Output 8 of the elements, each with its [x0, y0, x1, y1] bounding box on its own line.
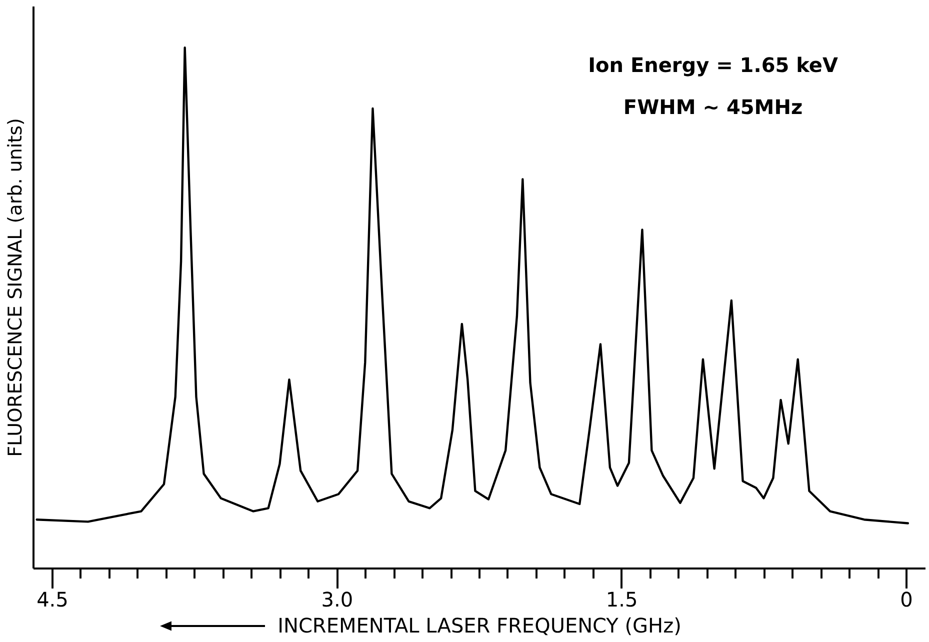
- x-tick-label: 4.5: [36, 588, 68, 612]
- x-tick-label: 1.5: [606, 588, 638, 612]
- x-tick-label: 3.0: [321, 588, 354, 612]
- y-axis-title: FLUORESCENCE SIGNAL (arb. units): [4, 118, 26, 457]
- annotation: Ion Energy = 1.65 keV: [588, 53, 838, 77]
- x-axis-title: INCREMENTAL LASER FREQUENCY (GHz): [278, 614, 682, 638]
- x-tick-label: 0: [900, 588, 913, 612]
- annotation: FWHM ~ 45MHz: [623, 95, 803, 119]
